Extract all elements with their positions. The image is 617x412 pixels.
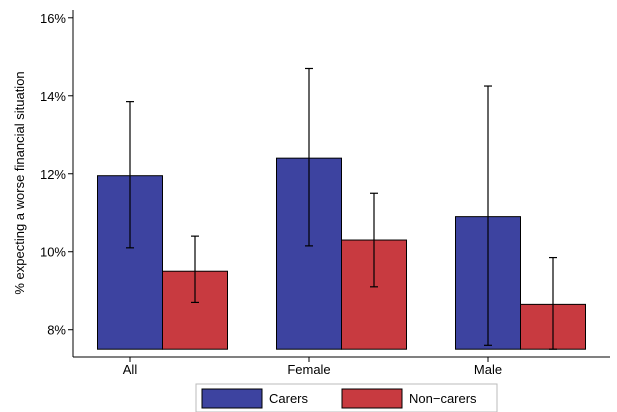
legend-label: Non−carers <box>409 391 477 406</box>
bars <box>97 157 586 350</box>
legend-swatch <box>341 388 403 409</box>
x-ticks: All Female Male <box>123 357 502 377</box>
y-tick-label: 8% <box>47 323 66 338</box>
error-bars <box>126 67 557 350</box>
x-tick-label: All <box>123 362 138 377</box>
axes <box>72 10 610 358</box>
x-tick-label: Female <box>287 362 330 377</box>
legend-label: Carers <box>269 391 309 406</box>
y-tick-label: 16% <box>40 11 66 26</box>
x-tick-label: Male <box>474 362 502 377</box>
y-tick-label: 12% <box>40 167 66 182</box>
y-axis-label: % expecting a worse financial situation <box>12 71 27 294</box>
y-ticks: 8% 10% 12% 14% 16% <box>40 11 73 338</box>
legend: Carers Non−carers <box>195 383 498 412</box>
y-tick-label: 14% <box>40 89 66 104</box>
y-tick-label: 10% <box>40 245 66 260</box>
legend-swatch <box>201 388 263 409</box>
